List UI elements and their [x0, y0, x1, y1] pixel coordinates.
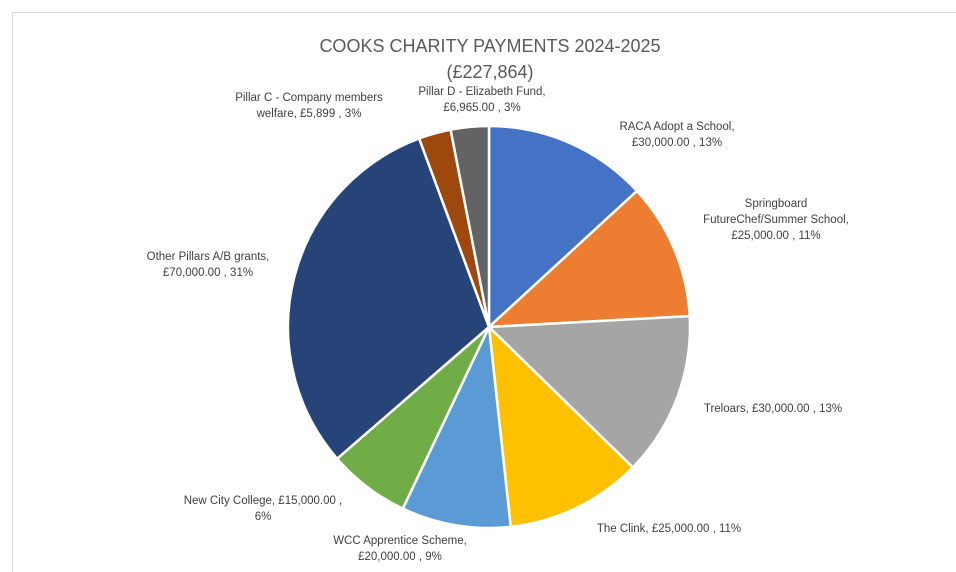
data-label-line: Pillar C - Company members — [235, 92, 383, 104]
data-label-line: FutureChef/Summer School, — [703, 214, 849, 226]
data-label-6: New City College, £15,000.00 , 6% — [184, 495, 343, 523]
pie-slices — [286, 124, 692, 530]
chart-title: COOKS CHARITY PAYMENTS 2024-2025 — [319, 36, 660, 56]
data-label-7: Other Pillars A/B grants, £70,000.00 , 31… — [147, 251, 270, 279]
data-label-3: Treloars, £30,000.00 , 13% — [704, 403, 842, 415]
pie-slice-7 — [286, 137, 491, 460]
data-label-8: Pillar C - Company members welfare, £5,89… — [235, 92, 383, 120]
data-label-line: The Clink, £25,000.00 , 11% — [597, 523, 741, 535]
data-label-line: Pillar D - Elizabeth Fund, — [418, 86, 545, 98]
data-label-line: welfare, £5,899 , 3% — [256, 108, 362, 120]
data-label-4: The Clink, £25,000.00 , 11% — [597, 523, 741, 535]
pie-slice-9 — [449, 124, 491, 329]
data-label-line: Other Pillars A/B grants, — [147, 251, 270, 263]
data-label-line: RACA Adopt a School, — [619, 121, 734, 133]
pie-slice-5 — [401, 325, 512, 530]
data-label-2: Springboard FutureChef/Summer School, £25,… — [703, 198, 849, 242]
chart-subtitle: (£227,864) — [446, 62, 533, 82]
data-label-line: New City College, £15,000.00 , — [184, 495, 343, 507]
data-label-5: WCC Apprentice Scheme, £20,000.00 , 9% — [333, 535, 467, 563]
data-label-line: WCC Apprentice Scheme, — [333, 535, 467, 547]
data-label-line: £70,000.00 , 31% — [163, 267, 253, 279]
pie-slice-3 — [487, 314, 692, 469]
pie-slice-4 — [487, 325, 635, 529]
data-label-line: Springboard — [745, 198, 808, 210]
data-labels: RACA Adopt a School, £30,000.00 , 13% Spri… — [147, 86, 849, 563]
pie-slice-1 — [487, 124, 639, 329]
data-label-1: RACA Adopt a School, £30,000.00 , 13% — [619, 121, 734, 149]
data-label-9: Pillar D - Elizabeth Fund, £6,965.00 , 3% — [418, 86, 545, 114]
data-label-line: £30,000.00 , 13% — [632, 137, 722, 149]
data-label-line: Treloars, £30,000.00 , 13% — [704, 403, 842, 415]
pie-slice-2 — [487, 189, 691, 329]
data-label-line: £20,000.00 , 9% — [358, 551, 442, 563]
data-label-line: £25,000.00 , 11% — [731, 230, 820, 242]
data-label-line: 6% — [255, 511, 272, 523]
data-label-line: £6,965.00 , 3% — [443, 102, 520, 114]
